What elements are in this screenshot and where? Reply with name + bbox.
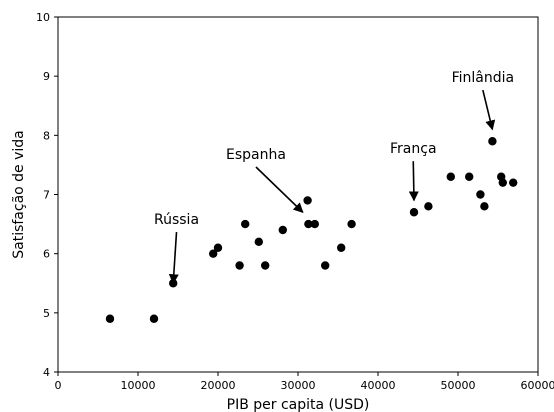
data-point: [337, 243, 346, 252]
annotation-label: Espanha: [226, 147, 286, 163]
annotation-arrow: [408, 161, 419, 202]
y-axis: 4 5 6 7 8 9 10: [36, 11, 58, 379]
x-axis-label: PIB per capita (USD): [227, 397, 370, 412]
data-point: [509, 178, 518, 187]
x-tick-label: 10000: [121, 379, 156, 392]
data-point: [261, 261, 270, 270]
data-point: [347, 219, 356, 229]
data-points: [105, 137, 518, 323]
annotation-label: França: [390, 141, 437, 157]
y-tick-label: 9: [43, 70, 50, 83]
annotation-arrow: [168, 232, 179, 285]
data-point: [241, 219, 250, 229]
annotations: Rússia Espanha França Finlândia: [154, 70, 514, 285]
x-tick-label: 20000: [201, 379, 236, 392]
data-point: [304, 219, 313, 229]
data-point: [465, 172, 474, 181]
data-point: [278, 225, 287, 235]
plot-area: [58, 17, 538, 372]
data-point: [321, 261, 330, 270]
data-point: [303, 196, 312, 205]
y-tick-label: 6: [43, 248, 50, 261]
data-point: [476, 190, 485, 199]
data-point: [480, 202, 489, 211]
data-point: [149, 314, 159, 323]
y-axis-label: Satisfação de vida: [11, 130, 27, 259]
data-point: [105, 314, 115, 323]
data-point: [488, 137, 497, 146]
y-tick-label: 8: [43, 129, 50, 142]
y-tick-label: 10: [36, 11, 50, 24]
data-point: [409, 208, 419, 217]
x-axis: 0 10000 20000 30000 40000 50000 60000: [55, 372, 554, 392]
y-tick-label: 7: [43, 189, 50, 202]
plot-frame: [57, 16, 539, 373]
data-point: [209, 249, 218, 258]
annotation-label: Rússia: [154, 212, 199, 228]
annotation-label: Finlândia: [452, 70, 514, 86]
data-point: [446, 172, 455, 181]
y-tick-label: 4: [43, 366, 50, 379]
data-point: [424, 202, 433, 211]
x-tick-label: 40000: [361, 379, 396, 392]
x-tick-label: 0: [55, 379, 62, 392]
data-point: [254, 237, 263, 247]
data-point: [213, 243, 223, 252]
x-tick-label: 60000: [521, 379, 554, 392]
annotation-arrow: [255, 166, 304, 213]
data-point: [498, 178, 507, 187]
x-tick-label: 30000: [281, 379, 316, 392]
data-point: [235, 261, 244, 270]
annotation-arrow: [482, 89, 496, 131]
data-point: [310, 219, 319, 229]
x-tick-label: 50000: [441, 379, 476, 392]
y-tick-label: 5: [43, 307, 50, 320]
